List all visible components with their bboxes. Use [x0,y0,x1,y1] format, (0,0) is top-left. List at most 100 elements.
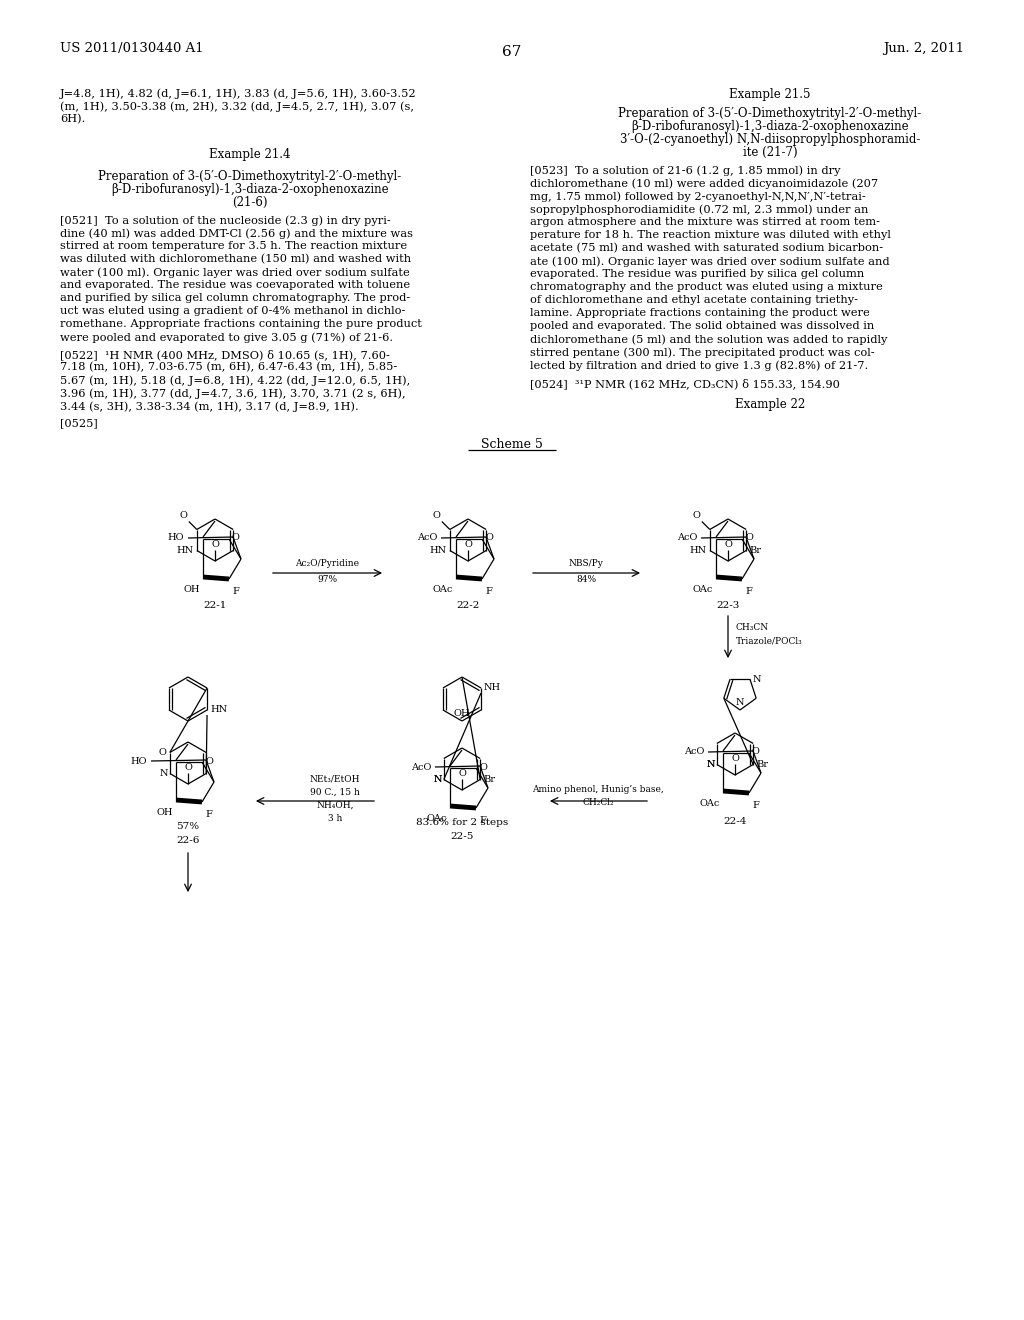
Text: Ac₂O/Pyridine: Ac₂O/Pyridine [295,558,359,568]
Text: evaporated. The residue was purified by silica gel column: evaporated. The residue was purified by … [530,269,864,279]
Text: HN: HN [177,546,194,554]
Text: ite (21-7): ite (21-7) [742,147,798,158]
Text: O: O [693,511,700,520]
Text: HN: HN [210,705,227,714]
Text: HN: HN [690,546,707,554]
Text: F: F [232,587,239,597]
Text: N: N [433,775,441,784]
Text: O: O [232,533,240,543]
Text: β-D-ribofuranosyl)-1,3-diaza-2-oxophenoxazine: β-D-ribofuranosyl)-1,3-diaza-2-oxophenox… [112,183,389,195]
Text: CH₃CN: CH₃CN [736,623,769,632]
Text: O: O [180,511,187,520]
Text: was diluted with dichloromethane (150 ml) and washed with: was diluted with dichloromethane (150 ml… [60,253,411,264]
Text: stirred pentane (300 ml). The precipitated product was col-: stirred pentane (300 ml). The precipitat… [530,347,874,358]
Text: dichloromethane (10 ml) were added dicyanoimidazole (207: dichloromethane (10 ml) were added dicya… [530,178,879,189]
Text: water (100 ml). Organic layer was dried over sodium sulfate: water (100 ml). Organic layer was dried … [60,267,410,277]
Text: O: O [731,754,739,763]
Text: O: O [479,763,486,771]
Text: ate (100 ml). Organic layer was dried over sodium sulfate and: ate (100 ml). Organic layer was dried ov… [530,256,890,267]
Text: chromatography and the product was eluted using a mixture: chromatography and the product was elute… [530,282,883,292]
Text: Jun. 2, 2011: Jun. 2, 2011 [883,42,964,55]
Text: O: O [464,540,472,549]
Text: 6H).: 6H). [60,114,85,124]
Text: N: N [433,775,441,784]
Text: N: N [753,675,762,684]
Text: acetate (75 ml) and washed with saturated sodium bicarbon-: acetate (75 ml) and washed with saturate… [530,243,883,253]
Text: F: F [745,587,752,597]
Text: 22-3: 22-3 [717,601,739,610]
Text: 3 h: 3 h [328,814,342,822]
Text: 22-2: 22-2 [457,601,479,610]
Text: Br: Br [756,760,768,770]
Text: perature for 18 h. The reaction mixture was diluted with ethyl: perature for 18 h. The reaction mixture … [530,230,891,240]
Text: O: O [745,533,753,543]
Text: Scheme 5: Scheme 5 [481,438,543,451]
Text: 22-6: 22-6 [176,836,200,845]
Text: O: O [433,511,440,520]
Text: lected by filtration and dried to give 1.3 g (82.8%) of 21-7.: lected by filtration and dried to give 1… [530,360,868,371]
Text: 22-4: 22-4 [723,817,746,826]
Text: dine (40 ml) was added DMT-Cl (2.56 g) and the mixture was: dine (40 ml) was added DMT-Cl (2.56 g) a… [60,228,413,239]
Text: [0521]  To a solution of the nucleoside (2.3 g) in dry pyri-: [0521] To a solution of the nucleoside (… [60,215,391,226]
Text: N: N [707,760,715,770]
Text: 5.67 (m, 1H), 5.18 (d, J=6.8, 1H), 4.22 (dd, J=12.0, 6.5, 1H),: 5.67 (m, 1H), 5.18 (d, J=6.8, 1H), 4.22 … [60,375,411,385]
Text: Example 21.5: Example 21.5 [729,88,811,102]
Text: 3.44 (s, 3H), 3.38-3.34 (m, 1H), 3.17 (d, J=8.9, 1H).: 3.44 (s, 3H), 3.38-3.34 (m, 1H), 3.17 (d… [60,401,358,412]
Text: F: F [205,810,212,818]
Text: OH: OH [454,709,470,718]
Text: NBS/Py: NBS/Py [568,558,603,568]
Text: NEt₃/EtOH: NEt₃/EtOH [309,775,360,784]
Text: 3′-O-(2-cyanoethyl) N,N-diisopropylphosphoramid-: 3′-O-(2-cyanoethyl) N,N-diisopropylphosp… [620,133,921,147]
Text: mg, 1.75 mmol) followed by 2-cyanoethyl-N,N,N′,N′-tetrai-: mg, 1.75 mmol) followed by 2-cyanoethyl-… [530,191,865,202]
Text: (m, 1H), 3.50-3.38 (m, 2H), 3.32 (dd, J=4.5, 2.7, 1H), 3.07 (s,: (m, 1H), 3.50-3.38 (m, 2H), 3.32 (dd, J=… [60,102,414,112]
Text: Preparation of 3-(5′-O-Dimethoxytrityl-2′-O-methyl-: Preparation of 3-(5′-O-Dimethoxytrityl-2… [98,170,401,183]
Text: 97%: 97% [317,576,337,583]
Text: lamine. Appropriate fractions containing the product were: lamine. Appropriate fractions containing… [530,308,869,318]
Text: OAc: OAc [692,585,713,594]
Text: dichloromethane (5 ml) and the solution was added to rapidly: dichloromethane (5 ml) and the solution … [530,334,888,345]
Text: F: F [485,587,492,597]
Text: O: O [752,747,760,756]
Text: O: O [205,756,213,766]
Text: HO: HO [168,533,184,543]
Text: F: F [479,816,485,825]
Text: N: N [160,770,168,777]
Text: Br: Br [750,546,761,554]
Text: J=4.8, 1H), 4.82 (d, J=6.1, 1H), 3.83 (d, J=5.6, 1H), 3.60-3.52: J=4.8, 1H), 4.82 (d, J=6.1, 1H), 3.83 (d… [60,88,417,99]
Text: Amino phenol, Hunig’s base,: Amino phenol, Hunig’s base, [532,785,664,795]
Text: OAc: OAc [427,814,447,822]
Text: 3.96 (m, 1H), 3.77 (dd, J=4.7, 3.6, 1H), 3.70, 3.71 (2 s, 6H),: 3.96 (m, 1H), 3.77 (dd, J=4.7, 3.6, 1H),… [60,388,406,399]
Text: were pooled and evaporated to give 3.05 g (71%) of 21-6.: were pooled and evaporated to give 3.05 … [60,333,393,343]
Text: [0523]  To a solution of 21-6 (1.2 g, 1.85 mmol) in dry: [0523] To a solution of 21-6 (1.2 g, 1.8… [530,165,841,176]
Text: HO: HO [130,756,147,766]
Text: β-D-ribofuranosyl)-1,3-diaza-2-oxophenoxazine: β-D-ribofuranosyl)-1,3-diaza-2-oxophenox… [631,120,909,133]
Text: N: N [736,698,744,708]
Text: 22-5: 22-5 [451,832,474,841]
Text: [0524]  ³¹P NMR (162 MHz, CD₃CN) δ 155.33, 154.90: [0524] ³¹P NMR (162 MHz, CD₃CN) δ 155.33… [530,378,840,389]
Text: 7.18 (m, 10H), 7.03-6.75 (m, 6H), 6.47-6.43 (m, 1H), 5.85-: 7.18 (m, 10H), 7.03-6.75 (m, 6H), 6.47-6… [60,362,397,372]
Text: Triazole/POCl₃: Triazole/POCl₃ [736,636,803,645]
Text: 84%: 84% [575,576,596,583]
Text: sopropylphosphorodiamidite (0.72 ml, 2.3 mmol) under an: sopropylphosphorodiamidite (0.72 ml, 2.3… [530,205,868,215]
Text: of dichloromethane and ethyl acetate containing triethy-: of dichloromethane and ethyl acetate con… [530,294,858,305]
Text: Example 22: Example 22 [735,399,805,411]
Text: US 2011/0130440 A1: US 2011/0130440 A1 [60,42,204,55]
Text: AcO: AcO [417,533,437,543]
Text: (21-6): (21-6) [232,195,267,209]
Text: 83.6% for 2 steps: 83.6% for 2 steps [416,818,508,828]
Text: OH: OH [157,808,173,817]
Text: and evaporated. The residue was coevaporated with toluene: and evaporated. The residue was coevapor… [60,280,411,290]
Text: NH: NH [484,684,501,693]
Text: O: O [211,540,219,549]
Text: HN: HN [430,546,446,554]
Text: O: O [485,533,493,543]
Text: OAc: OAc [432,585,453,594]
Text: argon atmosphere and the mixture was stirred at room tem-: argon atmosphere and the mixture was sti… [530,216,880,227]
Text: 57%: 57% [176,822,200,832]
Text: 90 C., 15 h: 90 C., 15 h [310,788,360,797]
Text: O: O [184,763,191,772]
Text: 67: 67 [503,45,521,59]
Text: Example 21.4: Example 21.4 [209,148,291,161]
Text: OH: OH [183,585,200,594]
Text: and purified by silica gel column chromatography. The prod-: and purified by silica gel column chroma… [60,293,411,304]
